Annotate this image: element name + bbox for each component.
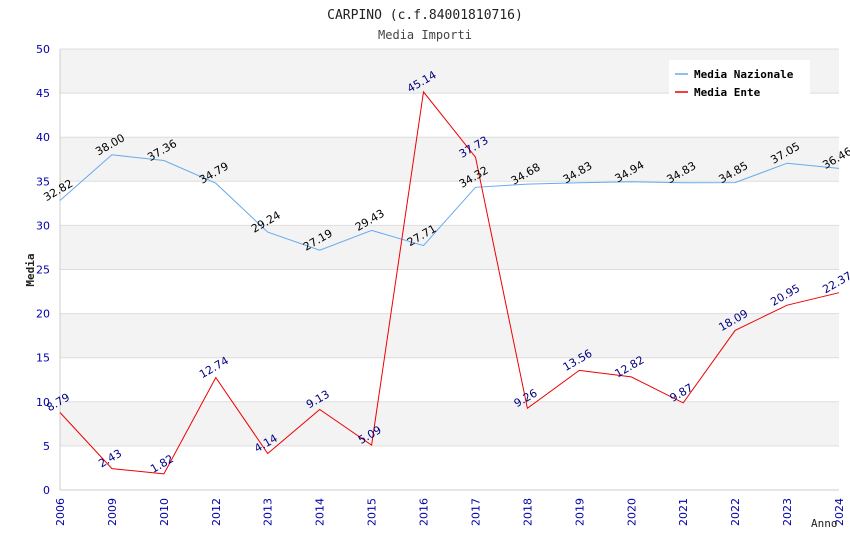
plot-band [60,137,839,182]
series-line-media-ente [59,90,840,475]
y-tick-label: 50 [36,43,50,56]
x-tick-label: 2020 [625,498,638,526]
plot-band [60,445,839,490]
legend-label-media-nazionale: Media Nazionale [694,68,794,81]
legend: Media Nazionale Media Ente [669,60,810,99]
x-tick-label: 2022 [729,498,742,526]
y-tick-label: 20 [36,308,50,321]
x-tick-label: 2019 [573,498,586,526]
x-tick-label: 2010 [158,498,171,526]
x-tick-label: 2006 [54,498,67,526]
x-axis-ticks: 2006 2009 2010 2012 2013 2014 2015 2016 2017 2018… [54,498,846,526]
plot-band [60,313,839,358]
y-axis-label: Media [24,253,37,286]
axes [59,49,839,491]
y-tick-label: 35 [36,175,50,188]
x-tick-label: 2015 [366,498,379,526]
x-tick-label: 2016 [418,498,431,526]
chart-title: CARPINO (c.f.84001810716) [327,8,523,23]
x-tick-label: 2018 [521,498,534,526]
plot-band [60,401,839,446]
y-tick-label: 15 [36,352,50,365]
x-tick-label: 2009 [106,498,119,526]
x-tick-label: 2023 [781,498,794,526]
y-tick-label: 10 [36,396,50,409]
y-axis-ticks: 0 5 10 15 20 25 30 35 40 45 50 [36,43,50,497]
x-tick-label: 2021 [677,498,690,526]
x-tick-label: 2012 [210,498,223,526]
y-tick-label: 30 [36,219,50,232]
y-tick-label: 25 [36,264,50,277]
x-tick-label: 2014 [314,498,327,526]
plot-band [60,181,839,226]
x-tick-label: 2017 [469,498,482,526]
series-lines [59,90,840,475]
x-axis-label: Anno [811,517,838,530]
series-line-media-nazionale [59,154,840,251]
plot-background [60,49,839,490]
y-tick-label: 40 [36,131,50,144]
legend-label-media-ente: Media Ente [694,86,761,99]
legend-box [669,60,810,98]
plot-band [60,225,839,270]
plot-band [60,269,839,314]
plot-band [60,357,839,402]
y-tick-label: 5 [43,440,50,453]
y-tick-label: 45 [36,87,50,100]
y-tick-label: 0 [43,484,50,497]
chart-subtitle: Media Importi [378,28,472,42]
x-tick-label: 2013 [262,498,275,526]
x-tick-label: 2024 [833,498,846,526]
plot-band [60,93,839,138]
